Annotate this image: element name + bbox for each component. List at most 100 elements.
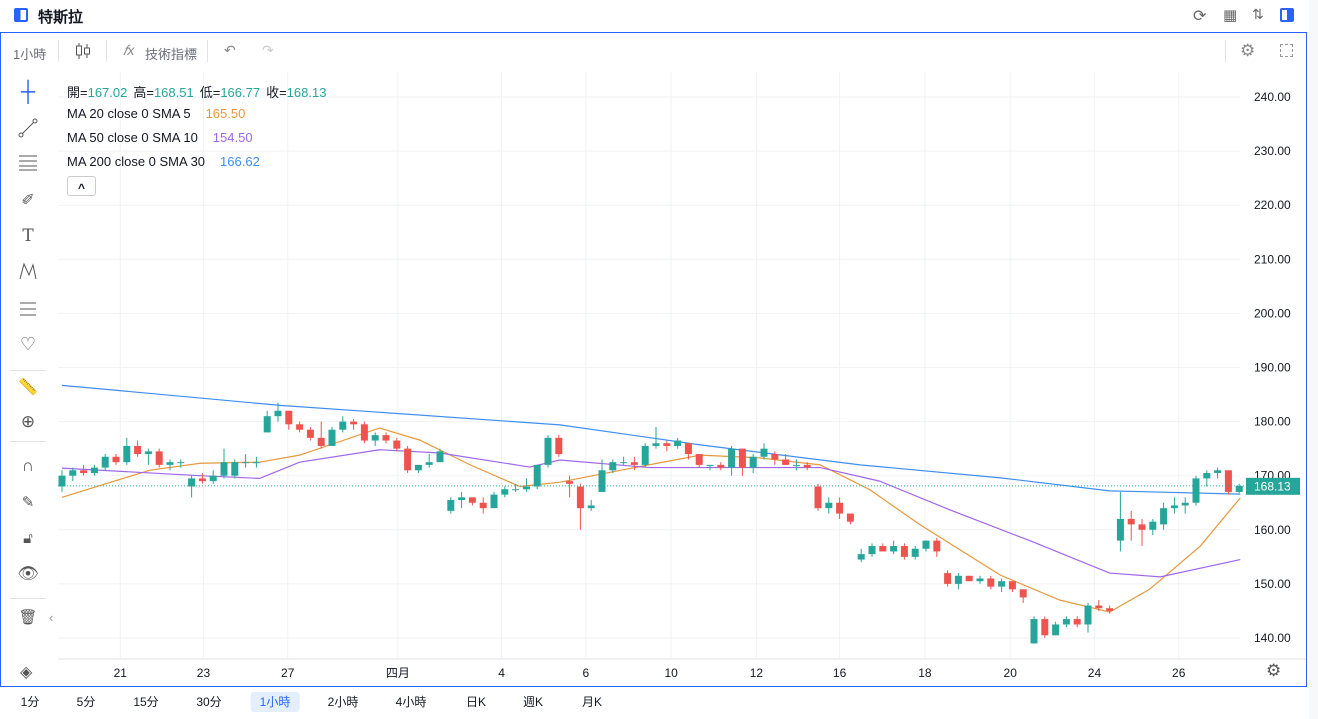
candle-body	[1192, 478, 1200, 503]
candle-body	[976, 578, 984, 582]
prediction-icon[interactable]	[16, 296, 40, 320]
favorite-icon[interactable]: ♡	[19, 333, 37, 354]
candle-body	[134, 445, 142, 455]
ma-line	[61, 384, 1241, 495]
x-tick-label: 21	[114, 666, 128, 680]
divider	[58, 40, 59, 62]
ma-legend-200[interactable]: MA 200 close 0 SMA 30 166.62	[67, 154, 260, 169]
timeframe-3[interactable]: 30分	[196, 695, 222, 709]
timeframe-9[interactable]: 月K	[581, 695, 603, 709]
grid-layout-icon[interactable]: ▦	[1223, 7, 1238, 24]
sidebar-toggle-icon[interactable]	[14, 8, 28, 22]
candle-body	[663, 443, 671, 446]
candle-body	[630, 462, 638, 465]
y-tick-label: 240.00	[1254, 90, 1291, 104]
timeframe-2[interactable]: 15分	[133, 695, 159, 709]
candle-body	[728, 448, 736, 468]
ma-value: 165.50	[205, 106, 246, 121]
pattern-icon[interactable]	[16, 259, 40, 283]
candle-body	[414, 464, 422, 471]
indicators-button[interactable]: 技術指標	[145, 47, 198, 62]
timeframe-8[interactable]: 週K	[522, 695, 544, 709]
timeframe-0[interactable]: 1分	[20, 695, 40, 709]
sort-icon[interactable]: ⇅	[1252, 6, 1264, 22]
candle-body	[468, 497, 476, 503]
horizontal-lines-icon[interactable]	[16, 150, 40, 174]
eye-icon[interactable]: 👁︎	[17, 564, 39, 583]
undo-icon[interactable]: ↶	[224, 42, 236, 58]
refresh-icon[interactable]: ⟳	[1193, 8, 1207, 25]
panel-toggle-icon[interactable]	[1280, 8, 1294, 22]
open-value: 167.02	[87, 85, 128, 100]
interval-button[interactable]: 1小時	[13, 47, 47, 62]
unlock-icon[interactable]: 🔓︎	[23, 529, 33, 547]
divider	[10, 370, 46, 371]
price-chart[interactable]: 240.00 230.00 220.00 210.00 200.00 190.00 180.…	[0, 0, 1306, 686]
candle-body	[825, 502, 833, 509]
timeframe-4[interactable]: 1小時	[250, 692, 300, 712]
settings-icon[interactable]: ⚙	[1240, 41, 1256, 60]
chart-frame	[0, 32, 1307, 687]
candle-body	[814, 486, 822, 509]
fullscreen-icon[interactable]	[1280, 44, 1293, 57]
candle-body	[1084, 605, 1092, 625]
candle-body	[436, 451, 444, 463]
crosshair-icon[interactable]: ┼	[20, 80, 36, 103]
timeframe-6[interactable]: 4小時	[395, 695, 427, 709]
y-tick-label: 230.00	[1254, 144, 1291, 158]
y-tick-label: 140.00	[1254, 631, 1291, 645]
brush-icon[interactable]: ✐	[21, 192, 35, 209]
candle-type-icon[interactable]	[74, 42, 92, 60]
candle-body	[598, 470, 606, 492]
ma-legend-50[interactable]: MA 50 close 0 SMA 10 154.50	[67, 130, 253, 145]
high-label: 高=	[133, 85, 154, 100]
y-tick-label: 160.00	[1254, 523, 1291, 537]
candle-body	[1008, 581, 1016, 590]
collapse-toolbar-icon[interactable]: ‹	[49, 610, 54, 625]
candle-body	[155, 451, 163, 465]
lock-drawing-icon[interactable]: ✎	[21, 494, 35, 511]
candle-body	[620, 462, 628, 464]
candle-body	[717, 464, 725, 468]
y-tick-label: 220.00	[1254, 198, 1291, 212]
y-tick-label: 200.00	[1254, 306, 1291, 320]
y-tick-label: 210.00	[1254, 252, 1291, 266]
x-tick-label: 18	[918, 666, 932, 680]
candle-body	[360, 424, 368, 441]
trend-line-icon[interactable]	[16, 116, 40, 140]
candle-body	[857, 554, 865, 560]
timeframe-5[interactable]: 2小時	[327, 695, 359, 709]
candle-body	[252, 462, 260, 464]
open-label: 開=	[67, 85, 88, 100]
layers-icon[interactable]: ◈	[20, 664, 33, 681]
ma-legend-20[interactable]: MA 20 close 0 SMA 5 165.50	[67, 106, 245, 121]
zoom-in-icon[interactable]: ⊕	[20, 412, 36, 431]
timeframe-1[interactable]: 5分	[76, 695, 96, 709]
candle-body	[782, 459, 790, 465]
collapse-legend-button[interactable]: ^	[67, 176, 96, 196]
candle-body	[458, 497, 466, 501]
text-tool-icon[interactable]: T	[22, 226, 34, 246]
candle-body	[479, 502, 487, 509]
candle-body	[522, 486, 530, 490]
ma-label: MA 50 close 0 SMA 10	[67, 130, 198, 145]
chart-settings-icon[interactable]: ⚙	[1266, 661, 1282, 680]
candle-body	[1116, 518, 1124, 541]
x-tick-label: 12	[750, 666, 764, 680]
redo-icon[interactable]: ↷	[262, 42, 274, 58]
candle-body	[1073, 619, 1081, 625]
ruler-icon[interactable]: 📏	[18, 379, 38, 396]
candle-body	[242, 462, 250, 464]
candle-body	[965, 575, 973, 582]
candle-body	[933, 540, 941, 552]
trash-icon[interactable]: 🗑︎	[18, 609, 38, 626]
candle-body	[404, 448, 412, 471]
timeframe-7[interactable]: 日K	[465, 695, 487, 709]
candle-body	[900, 546, 908, 557]
magnet-icon[interactable]: ∩	[21, 456, 35, 475]
candle-body	[101, 456, 109, 468]
candle-body	[501, 489, 509, 495]
candle-body	[220, 462, 228, 476]
candle-body	[90, 467, 98, 473]
candle-body	[1160, 508, 1168, 525]
